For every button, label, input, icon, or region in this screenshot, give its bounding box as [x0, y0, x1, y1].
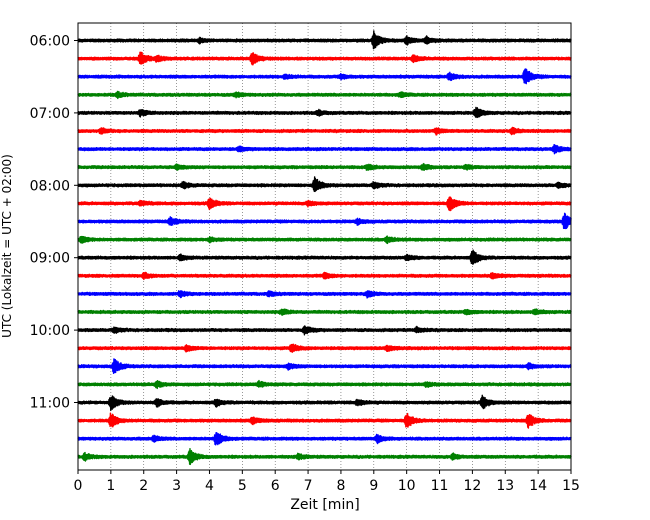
seismic-trace — [77, 448, 572, 466]
seismic-trace — [77, 379, 572, 390]
y-tick-label: 06:00 — [30, 34, 70, 50]
seismic-trace — [77, 196, 572, 212]
x-tick-label: 3 — [172, 478, 181, 494]
seismic-trace — [77, 30, 572, 50]
x-tick-label: 5 — [238, 478, 247, 494]
y-tick-label: 10:00 — [30, 323, 70, 339]
x-axis-label: Zeit [min] — [290, 497, 359, 513]
x-tick-label: 11 — [431, 478, 449, 494]
seismic-trace — [77, 308, 572, 316]
seismic-trace — [77, 394, 572, 412]
seismic-trace — [77, 249, 572, 265]
trace-layer — [77, 30, 572, 466]
seismic-trace — [77, 412, 572, 429]
seismic-trace — [77, 343, 572, 353]
x-tick-label: 1 — [106, 478, 115, 494]
x-tick-label: 14 — [529, 478, 547, 494]
x-tick-label: 7 — [304, 478, 313, 494]
seismic-trace — [77, 271, 572, 281]
x-tick-label: 13 — [496, 478, 514, 494]
seismic-trace — [77, 235, 572, 245]
seismic-trace — [77, 162, 572, 171]
seismic-trace — [77, 126, 572, 136]
x-tick-label: 10 — [398, 478, 416, 494]
seismic-trace — [77, 432, 572, 446]
y-tick-label: 11:00 — [30, 396, 70, 412]
x-tick-label: 8 — [336, 478, 345, 494]
tick-layer: 0 1 2 3 4 5 6 7 8 9 10 11 12 13 14 1506:0007:0008:0009:… — [30, 34, 580, 495]
x-tick-label: 15 — [562, 478, 580, 494]
x-tick-label: 2 — [139, 478, 148, 494]
grid-layer — [110, 23, 539, 470]
seismic-trace — [77, 106, 572, 119]
x-tick-label: 0 — [74, 478, 83, 494]
y-axis-label: UTC (Lokalzeit = UTC + 02:00) — [0, 154, 14, 338]
x-tick-label: 9 — [369, 478, 378, 494]
seismic-trace — [77, 51, 572, 66]
y-tick-label: 09:00 — [30, 251, 70, 267]
seismic-trace — [77, 176, 572, 193]
x-tick-label: 4 — [205, 478, 214, 494]
seismic-trace — [77, 68, 572, 85]
seismic-trace — [77, 212, 572, 230]
x-tick-label: 12 — [463, 478, 481, 494]
plot-frame — [77, 22, 572, 471]
y-tick-label: 07:00 — [30, 106, 70, 122]
seismic-trace — [77, 290, 572, 299]
seismic-trace — [77, 90, 572, 100]
seismic-trace — [77, 144, 572, 155]
seismic-trace — [77, 358, 572, 375]
x-tick-label: 6 — [271, 478, 280, 494]
seismic-trace — [77, 325, 572, 336]
y-tick-label: 08:00 — [30, 178, 70, 194]
